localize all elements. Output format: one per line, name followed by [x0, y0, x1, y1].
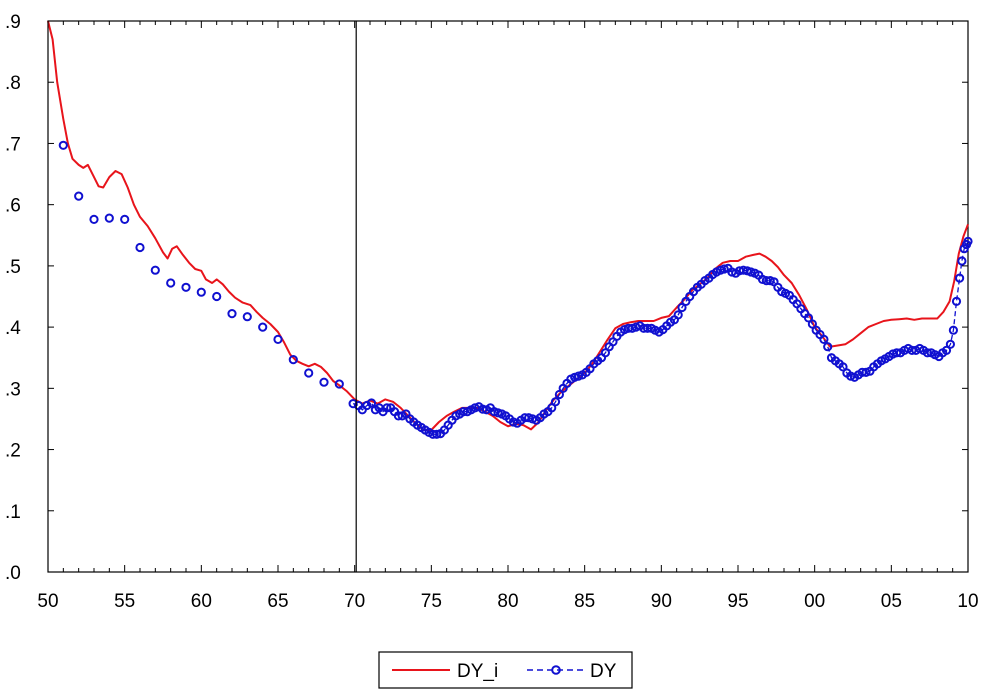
- series-dy-point: [945, 339, 956, 349]
- series-dy-point: [150, 265, 160, 275]
- series-dy-point: [803, 313, 814, 323]
- series-dy-point: [963, 236, 973, 246]
- series-dy-point: [941, 345, 952, 355]
- series-dy-point: [181, 282, 191, 292]
- x-tick-label: 55: [114, 591, 135, 612]
- series-dy-point: [366, 398, 377, 408]
- series-dy-point: [823, 342, 833, 352]
- y-tick-label: .1: [5, 502, 21, 523]
- series-dy-point: [304, 368, 314, 378]
- x-tick-label: 50: [37, 591, 58, 612]
- series-dy-point: [89, 214, 99, 224]
- series-dy-point: [58, 140, 68, 150]
- x-tick-label: 60: [191, 591, 212, 612]
- series-dy-point: [242, 312, 252, 322]
- series-dy-point: [951, 296, 962, 306]
- y-tick-label: .5: [5, 257, 21, 278]
- series-dy-point: [838, 362, 848, 372]
- series-dy-point: [382, 403, 392, 413]
- y-tick-label: .0: [5, 563, 21, 584]
- y-tick-label: .2: [5, 441, 21, 462]
- series-dy-point: [104, 213, 114, 223]
- legend-dy-label: DY: [590, 661, 617, 682]
- x-tick-label: 80: [497, 591, 518, 612]
- x-tick-label: 70: [344, 591, 365, 612]
- series-dy-point: [319, 377, 329, 387]
- series-dy-point: [334, 379, 344, 389]
- series-dyi-line: [47, 20, 969, 431]
- series-dy-point: [550, 397, 561, 407]
- series-dy-point: [719, 264, 729, 274]
- series-dy-point: [673, 310, 683, 320]
- y-tick-label: .8: [5, 73, 21, 94]
- series-dy-point: [819, 334, 829, 344]
- x-axis: 50 55 60 65 70 75 80 85 90 95 00 05 10: [37, 21, 979, 612]
- legend-dyi-label: DY_i: [457, 661, 498, 682]
- y-tick-label: .9: [5, 12, 21, 33]
- series-dy-point: [288, 355, 298, 365]
- series-dy-point: [554, 389, 565, 400]
- series-dy-point: [196, 287, 206, 297]
- x-tick-label: 85: [574, 591, 595, 612]
- series-dy-point: [432, 429, 442, 439]
- series-dy-point: [212, 291, 222, 302]
- series-dy-point: [892, 348, 902, 358]
- x-tick-label: 95: [727, 591, 748, 612]
- series-dy-point: [227, 309, 237, 319]
- x-tick-label: 75: [421, 591, 442, 612]
- legend-dy-marker: [551, 665, 561, 675]
- series-dy-point: [258, 322, 268, 332]
- x-tick-label: 90: [651, 591, 672, 612]
- series-dy-point: [120, 214, 130, 224]
- series-dy-point: [955, 273, 965, 283]
- series-dy-point: [135, 242, 145, 253]
- plot-frame: [47, 20, 969, 573]
- series-dy-point: [948, 325, 959, 335]
- x-tick-label: 10: [957, 591, 978, 612]
- legend: DY_i DY: [378, 651, 633, 689]
- y-tick-label: .3: [5, 379, 21, 400]
- series-dy-point: [74, 191, 84, 201]
- x-tick-label: 65: [267, 591, 288, 612]
- x-tick-label: 05: [881, 591, 902, 612]
- series-dy-point: [807, 319, 818, 329]
- series-dy-point: [957, 256, 967, 266]
- y-tick-label: .7: [5, 134, 21, 155]
- y-axis: .0 .1 .2 .3 .4 .5 .6 .7 .8 .9: [5, 12, 968, 584]
- series-dy-point: [677, 302, 687, 313]
- series-dy-line: [352, 241, 969, 435]
- series-dy-point: [273, 334, 283, 344]
- x-tick-label: 00: [804, 591, 825, 612]
- y-tick-label: .6: [5, 196, 21, 217]
- series-dy-point: [166, 278, 176, 288]
- y-tick-label: .4: [5, 318, 21, 339]
- series-layer: [47, 20, 973, 439]
